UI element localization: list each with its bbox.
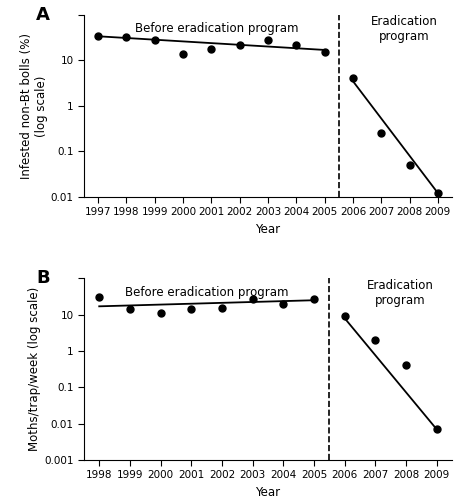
Text: Before eradication program: Before eradication program	[135, 22, 299, 35]
Text: Before eradication program: Before eradication program	[125, 286, 288, 300]
Y-axis label: Moths/trap/week (log scale): Moths/trap/week (log scale)	[28, 287, 41, 452]
Text: Eradication
program: Eradication program	[366, 279, 433, 307]
Text: A: A	[36, 6, 50, 24]
Y-axis label: Infested non-Bt bolls (%)
(log scale): Infested non-Bt bolls (%) (log scale)	[20, 33, 48, 179]
X-axis label: Year: Year	[255, 222, 281, 235]
Text: Eradication
program: Eradication program	[370, 14, 437, 42]
X-axis label: Year: Year	[255, 486, 281, 499]
Text: B: B	[36, 270, 50, 287]
